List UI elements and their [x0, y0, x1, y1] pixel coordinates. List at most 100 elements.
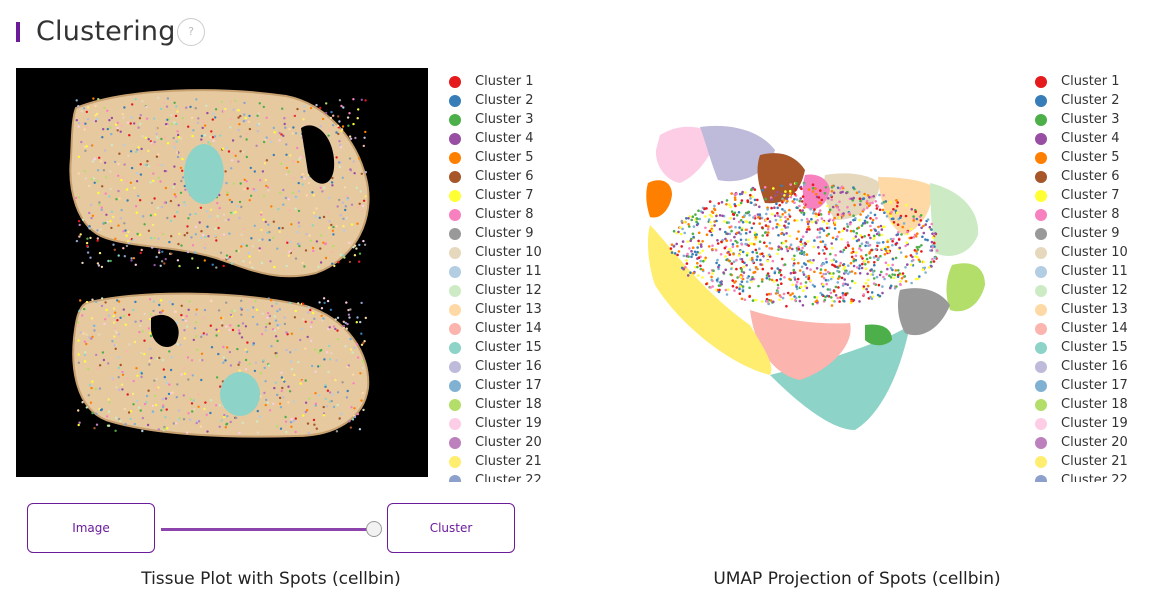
legend-item[interactable]: Cluster 14 [449, 319, 542, 338]
legend-item[interactable]: Cluster 9 [1035, 224, 1128, 243]
image-cluster-slider-track[interactable] [161, 528, 373, 531]
tissue-spot [150, 201, 154, 205]
tissue-spot [163, 262, 166, 265]
legend-item[interactable]: Cluster 3 [1035, 110, 1128, 129]
legend-item[interactable]: Cluster 11 [449, 262, 542, 281]
tissue-spot [231, 310, 234, 313]
umap-spot [697, 231, 701, 235]
help-icon[interactable]: ? [177, 18, 205, 46]
legend-item[interactable]: Cluster 20 [1035, 433, 1128, 452]
legend-item[interactable]: Cluster 4 [449, 129, 542, 148]
tissue-spot [166, 216, 169, 220]
umap-spot [856, 227, 859, 230]
legend-item[interactable]: Cluster 20 [449, 433, 542, 452]
tissue-spot [140, 372, 143, 375]
tissue-spot [297, 209, 301, 213]
legend-item[interactable]: Cluster 17 [1035, 376, 1128, 395]
legend-item[interactable]: Cluster 21 [449, 452, 542, 471]
tissue-spot [239, 182, 242, 185]
umap-spot [748, 230, 752, 234]
legend-item[interactable]: Cluster 4 [1035, 129, 1128, 148]
tissue-spot [274, 319, 278, 322]
legend-item[interactable]: Cluster 14 [1035, 319, 1128, 338]
legend-item[interactable]: Cluster 15 [1035, 338, 1128, 357]
umap-spot [853, 281, 857, 285]
tissue-spot [356, 356, 360, 359]
tissue-spot [328, 226, 331, 230]
tissue-spot [269, 140, 273, 144]
legend-item[interactable]: Cluster 5 [449, 148, 542, 167]
umap-spot [750, 188, 753, 191]
tissue-spot [294, 348, 297, 352]
tissue-spot [131, 392, 135, 396]
legend-item[interactable]: Cluster 15 [449, 338, 542, 357]
tissue-plot[interactable] [16, 68, 428, 477]
tissue-spot [314, 370, 317, 373]
umap-spot [683, 231, 686, 235]
legend-item[interactable]: Cluster 22 [1035, 471, 1128, 482]
tissue-spot [356, 222, 359, 225]
legend-item[interactable]: Cluster 9 [449, 224, 542, 243]
umap-spot [834, 265, 837, 268]
legend-item[interactable]: Cluster 13 [449, 300, 542, 319]
umap-spot [739, 285, 742, 288]
tissue-spot [127, 230, 130, 234]
legend-item[interactable]: Cluster 12 [1035, 281, 1128, 300]
legend-item[interactable]: Cluster 12 [449, 281, 542, 300]
tissue-spot [321, 190, 324, 193]
tissue-spot [282, 378, 285, 381]
legend-item[interactable]: Cluster 3 [449, 110, 542, 129]
tissue-spot [322, 241, 325, 244]
umap-region-cluster-3 [865, 324, 892, 346]
tissue-spot [336, 124, 340, 128]
umap-spot [805, 186, 808, 189]
image-cluster-slider-thumb[interactable] [366, 521, 382, 537]
legend-item[interactable]: Cluster 19 [1035, 414, 1128, 433]
legend-item[interactable]: Cluster 18 [1035, 395, 1128, 414]
legend-item[interactable]: Cluster 8 [449, 205, 542, 224]
legend-item[interactable]: Cluster 5 [1035, 148, 1128, 167]
tissue-spot [248, 362, 251, 366]
legend-item[interactable]: Cluster 17 [449, 376, 542, 395]
umap-spot [798, 295, 801, 299]
legend-item[interactable]: Cluster 1 [449, 72, 542, 91]
legend-item[interactable]: Cluster 10 [1035, 243, 1128, 262]
umap-spot [870, 291, 874, 294]
image-button[interactable]: Image [27, 503, 155, 553]
tissue-spot [86, 118, 90, 121]
umap-spot [779, 295, 783, 299]
legend-item[interactable]: Cluster 21 [1035, 452, 1128, 471]
umap-spot [685, 262, 689, 265]
legend-item[interactable]: Cluster 7 [1035, 186, 1128, 205]
legend-item[interactable]: Cluster 13 [1035, 300, 1128, 319]
tissue-spot [276, 247, 279, 250]
legend-item[interactable]: Cluster 6 [449, 167, 542, 186]
legend-item[interactable]: Cluster 2 [449, 91, 542, 110]
legend-item[interactable]: Cluster 18 [449, 395, 542, 414]
legend-item[interactable]: Cluster 1 [1035, 72, 1128, 91]
tissue-spot [252, 343, 255, 346]
legend-item[interactable]: Cluster 10 [449, 243, 542, 262]
legend-item[interactable]: Cluster 2 [1035, 91, 1128, 110]
tissue-spot [90, 178, 94, 181]
umap-spot [806, 240, 810, 243]
tissue-spot [114, 123, 118, 126]
legend-item[interactable]: Cluster 16 [1035, 357, 1128, 376]
umap-plot[interactable] [600, 95, 1020, 445]
umap-spot [866, 202, 869, 205]
tissue-spot [238, 200, 242, 204]
legend-item[interactable]: Cluster 6 [1035, 167, 1128, 186]
legend-item[interactable]: Cluster 11 [1035, 262, 1128, 281]
tissue-spot [114, 311, 117, 314]
tissue-spot [172, 422, 175, 425]
umap-spot [691, 215, 695, 218]
tissue-spot [312, 194, 315, 197]
legend-item[interactable]: Cluster 16 [449, 357, 542, 376]
legend-item[interactable]: Cluster 22 [449, 471, 542, 482]
legend-item[interactable]: Cluster 7 [449, 186, 542, 205]
cluster-button[interactable]: Cluster [387, 503, 515, 553]
legend-item[interactable]: Cluster 19 [449, 414, 542, 433]
tissue-spot [211, 263, 214, 266]
legend-item[interactable]: Cluster 8 [1035, 205, 1128, 224]
tissue-spot [232, 151, 235, 155]
